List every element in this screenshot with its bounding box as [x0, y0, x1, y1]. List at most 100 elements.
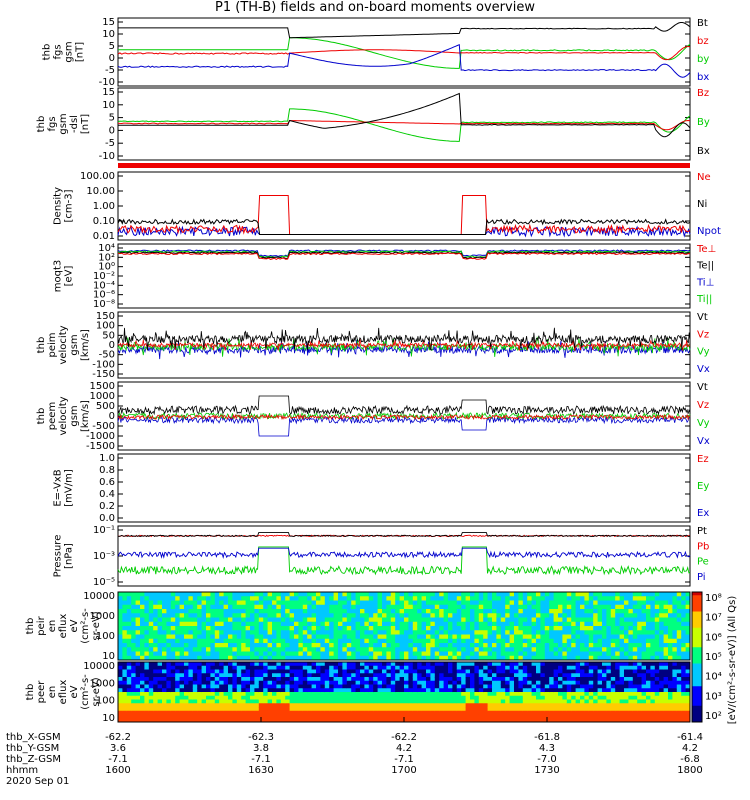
legend-label: Pe: [697, 557, 709, 568]
spectrogram-cell: [342, 592, 348, 597]
spectrogram-cell: [549, 714, 555, 719]
spectrogram-cell: [162, 684, 167, 689]
spectrogram-cell: [355, 609, 361, 614]
spectrogram-cell: [232, 710, 238, 715]
spectrogram-cell: [360, 699, 365, 704]
spectrogram-cell: [448, 651, 453, 657]
spectrogram-cell: [492, 655, 497, 661]
spectrogram-cell: [232, 596, 238, 601]
spectrogram-cell: [509, 655, 515, 661]
spectrogram-cell: [342, 695, 348, 700]
spectrogram-cell: [659, 695, 665, 700]
spectrogram-cell: [302, 707, 308, 712]
colorbar-segment: [692, 650, 702, 655]
spectrogram-cell: [602, 710, 607, 715]
spectrogram-cell: [197, 677, 203, 682]
spectrogram-cell: [549, 647, 555, 652]
spectrogram-cell: [250, 647, 255, 652]
spectrogram-cell: [500, 613, 506, 618]
spectrogram-cell: [575, 630, 581, 635]
y-axis-label: velocity: [58, 325, 69, 364]
legend-label: By: [697, 117, 710, 128]
spectrogram-cell: [333, 621, 339, 627]
spectrogram-cell: [355, 604, 361, 610]
spectrogram-cell: [597, 699, 603, 704]
spectrogram-cell: [333, 638, 339, 644]
spectrogram-cell: [487, 710, 493, 715]
spectrogram-cell: [355, 600, 361, 606]
spectrogram-cell: [404, 630, 409, 635]
spectrogram-cell: [659, 662, 665, 667]
spectrogram-cell: [192, 592, 198, 597]
spectrogram-cell: [206, 710, 211, 715]
spectrogram-cell: [624, 655, 629, 661]
spectrogram-cell: [527, 673, 533, 678]
spectrogram-cell: [641, 718, 647, 723]
spectrogram-cell: [580, 609, 585, 614]
spectrogram-cell: [487, 634, 493, 640]
spectrogram-cell: [663, 630, 669, 635]
spectrogram-cell: [448, 600, 453, 606]
spectrogram-cell: [254, 655, 260, 661]
spectrogram-cell: [492, 647, 497, 652]
spectrogram-cell: [606, 718, 612, 723]
spectrogram-cell: [536, 714, 541, 719]
spectrogram-cell: [184, 651, 189, 657]
spectrogram-cell: [646, 669, 651, 674]
spectrogram-cell: [223, 707, 229, 712]
spectrogram-cell: [417, 617, 423, 623]
spectrogram-cell: [399, 638, 405, 644]
spectrogram-cell: [386, 718, 392, 723]
spectrogram-cell: [421, 655, 427, 661]
spectrogram-cell: [632, 669, 638, 674]
spectrogram-cell: [500, 600, 506, 606]
spectrogram-cell: [201, 677, 207, 682]
spectrogram-cell: [540, 592, 546, 597]
spectrogram-cell: [355, 662, 361, 667]
spectrogram-cell: [126, 604, 132, 610]
spectrogram-cell: [201, 655, 207, 661]
spectrogram-cell: [562, 638, 568, 644]
spectrogram-cell: [214, 692, 220, 697]
spectrogram-cell: [606, 643, 612, 648]
spectrogram-cell: [148, 655, 154, 661]
spectrogram-cell: [553, 718, 559, 723]
spectrogram-cell: [144, 680, 150, 685]
series-Ni: [117, 218, 691, 235]
spectrogram-cell: [663, 699, 669, 704]
spectrogram-cell: [219, 677, 225, 682]
spectrogram-cell: [487, 617, 493, 623]
spectrogram-cell: [126, 609, 132, 614]
spectrogram-cell: [263, 703, 269, 708]
spectrogram-cell: [338, 638, 343, 644]
spectrogram-cell: [258, 680, 264, 685]
spectrogram-cell: [276, 703, 282, 708]
spectrogram-cell: [267, 680, 273, 685]
spectrogram-cell: [641, 643, 647, 648]
spectrogram-cell: [456, 613, 462, 618]
spectrogram-cell: [518, 617, 524, 623]
x-tick-label: -6.8: [680, 754, 700, 765]
spectrogram-cell: [276, 638, 282, 644]
spectrogram-cell: [245, 710, 251, 715]
spectrogram-cell: [575, 647, 581, 652]
spectrogram-cell: [518, 651, 524, 657]
spectrogram-cell: [316, 626, 321, 631]
spectrogram-cell: [241, 634, 247, 640]
spectrogram-cell: [201, 609, 207, 614]
spectrogram-cell: [434, 655, 440, 661]
spectrogram-cell: [285, 684, 291, 689]
spectrogram-cell: [544, 643, 550, 648]
spectrogram-cell: [254, 669, 260, 674]
spectrogram-cell: [527, 714, 533, 719]
spectrogram-cell: [663, 692, 669, 697]
spectrogram-cell: [434, 613, 440, 618]
spectrogram-cell: [426, 695, 431, 700]
spectrogram-cell: [606, 677, 612, 682]
spectrogram-cell: [404, 643, 409, 648]
spectrogram-cell: [188, 677, 194, 682]
spectrogram-cell: [219, 634, 225, 640]
spectrogram-cell: [448, 703, 453, 708]
spectrogram-cell: [668, 634, 673, 640]
spectrogram-cell: [448, 630, 453, 635]
